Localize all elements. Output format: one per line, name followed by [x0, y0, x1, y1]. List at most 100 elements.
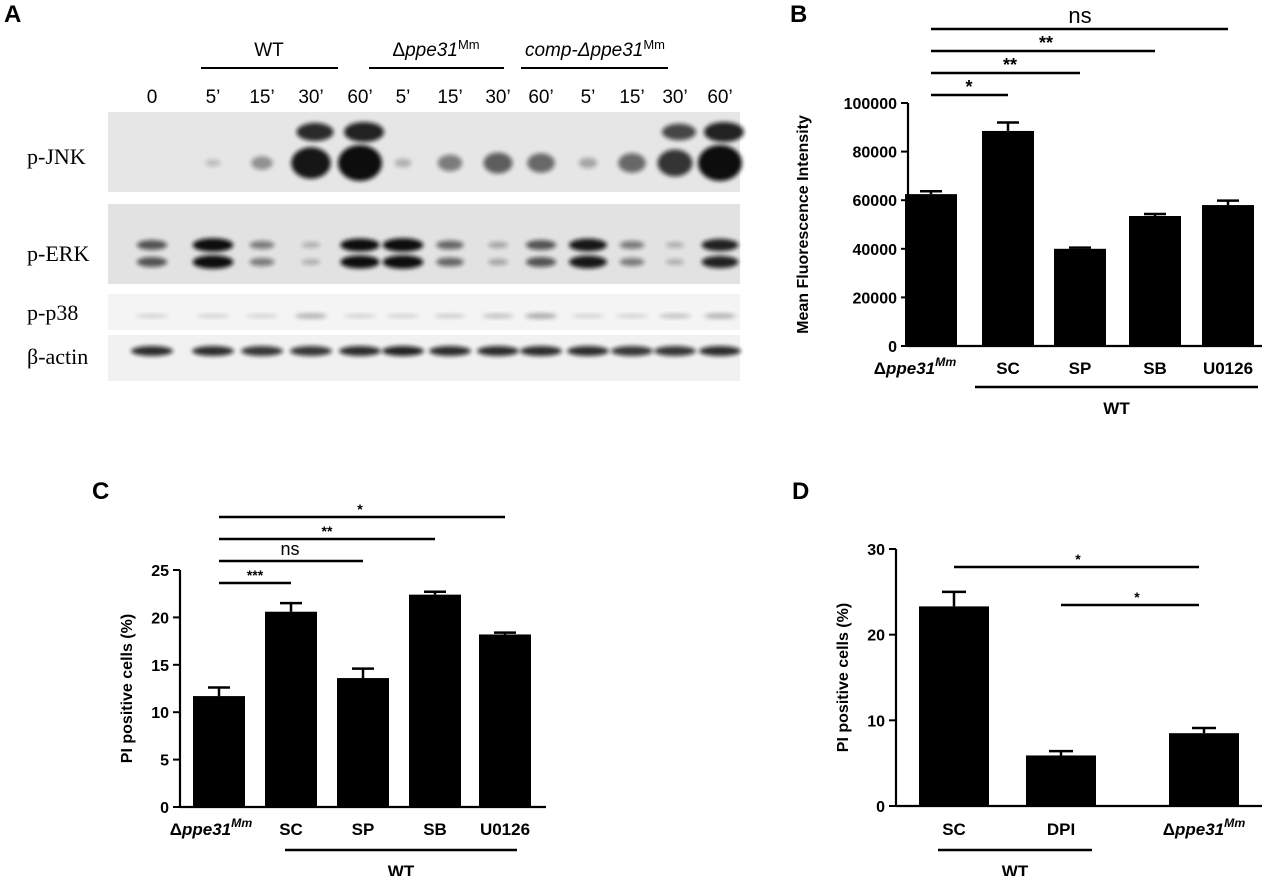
blot-band: [246, 313, 278, 319]
timepoint-label: 5’: [206, 87, 221, 108]
bar: [1129, 215, 1181, 346]
x-tick-label: SC: [996, 359, 1020, 378]
y-tick-label: 100000: [844, 96, 897, 113]
x-tick-label-sup: Mm: [935, 355, 956, 369]
blot-group-label: Δppe31Mm: [392, 37, 479, 61]
blot-band: [192, 255, 234, 269]
blot-band: [429, 346, 471, 356]
y-tick-label: 20000: [853, 290, 898, 307]
x-tick-label-sup: Mm: [231, 816, 252, 830]
blot-row-label: p-JNK: [27, 144, 86, 169]
timepoint-label: 5’: [581, 87, 596, 108]
panel-b-letter: B: [790, 1, 807, 28]
blot-band: [301, 259, 321, 265]
blot-band: [197, 313, 229, 319]
blot-band: [701, 255, 739, 269]
blot-band: [382, 346, 424, 356]
blot-band: [477, 346, 519, 356]
blot-band: [344, 313, 376, 319]
x-tick-label: SB: [423, 820, 447, 839]
blot-band: [436, 257, 464, 267]
blot-band: [619, 257, 645, 267]
blot-strips: p-JNK p-ERK p-p38 β-actin: [27, 112, 744, 381]
blot-strip: [108, 112, 740, 192]
x-tick-label: SC: [279, 820, 303, 839]
x-tick-label: SC: [942, 820, 966, 839]
blot-strip: [108, 294, 740, 330]
x-tick-label-gene: ppe31: [885, 359, 935, 378]
blot-band: [698, 145, 742, 181]
blot-group-label-main: comp-Δppe31: [525, 40, 643, 61]
blot-group-label: comp-Δppe31Mm: [525, 37, 665, 61]
blot-band: [567, 346, 609, 356]
panel-d-letter: D: [792, 478, 809, 505]
bar: [905, 194, 957, 346]
blot-band: [249, 240, 275, 250]
x-tick-label: SP: [352, 820, 375, 839]
blot-row-label: β-actin: [27, 344, 88, 369]
significance-label: **: [1039, 33, 1053, 53]
x-tick-label-delta: Δ: [1163, 820, 1175, 839]
blot-band: [340, 255, 380, 269]
blot-band: [525, 257, 557, 267]
y-tick-label: 25: [151, 563, 169, 580]
significance-label: *: [357, 501, 363, 517]
blot-band: [436, 240, 464, 250]
bar: [1169, 733, 1239, 806]
bar: [919, 606, 989, 806]
blot-band: [665, 242, 685, 248]
y-tick-label: 40000: [853, 242, 898, 259]
bar: [1026, 755, 1096, 806]
significance-label: ***: [247, 567, 264, 583]
blot-group-label-main: WT: [254, 40, 284, 61]
blot-band: [251, 156, 273, 170]
blot-band: [527, 153, 555, 173]
blot-band: [339, 346, 381, 356]
blot-band: [659, 313, 691, 319]
blot-band: [488, 258, 508, 266]
blot-band: [301, 242, 321, 248]
x-tick-label-sup: Mm: [1224, 816, 1245, 830]
x-tick-label: Δppe31Mm: [1163, 816, 1246, 839]
significance-label: **: [1003, 55, 1017, 75]
panel-b-bar-chart: B 0 20000 40000 60000 80000 100000 Mean Fluore…: [790, 1, 1262, 418]
y-tick-label: 60000: [853, 193, 898, 210]
blot-band: [296, 122, 334, 142]
x-tick-label: DPI: [1047, 820, 1075, 839]
blot-band: [394, 158, 412, 168]
x-tick-label-delta: Δ: [874, 359, 886, 378]
blot-band: [482, 313, 514, 319]
y-tick-label: 20: [867, 628, 885, 645]
blot-band: [618, 153, 646, 173]
blot-band: [654, 346, 696, 356]
y-tick-label: 15: [151, 658, 169, 675]
bar: [193, 696, 245, 807]
blot-band: [344, 122, 384, 142]
blot-band: [488, 241, 508, 249]
blot-row-label: p-p38: [27, 300, 78, 325]
timepoint-label: 30’: [298, 87, 323, 108]
timepoint-label: 60’: [528, 87, 553, 108]
blot-band: [701, 238, 739, 252]
significance-label: *: [1075, 551, 1081, 567]
bar: [337, 678, 389, 807]
blot-band: [578, 157, 598, 169]
x-tick-label: SP: [1069, 359, 1092, 378]
bar: [265, 611, 317, 807]
timepoint-label: 0: [147, 87, 158, 108]
blot-band: [340, 238, 380, 252]
bar: [479, 634, 531, 807]
wt-group-label: WT: [1002, 862, 1029, 876]
blot-group-label-main: ppe31: [404, 40, 458, 61]
timepoint-label: 5’: [396, 87, 411, 108]
y-tick-label: 0: [888, 339, 897, 356]
blot-band: [136, 240, 168, 250]
blot-group-label-sup: Mm: [643, 37, 665, 52]
blot-band: [568, 255, 608, 269]
panel-c-letter: C: [92, 478, 109, 505]
blot-band: [525, 313, 557, 319]
blot-band: [616, 313, 648, 319]
wt-group-label: WT: [388, 862, 415, 876]
blot-band: [704, 122, 744, 142]
